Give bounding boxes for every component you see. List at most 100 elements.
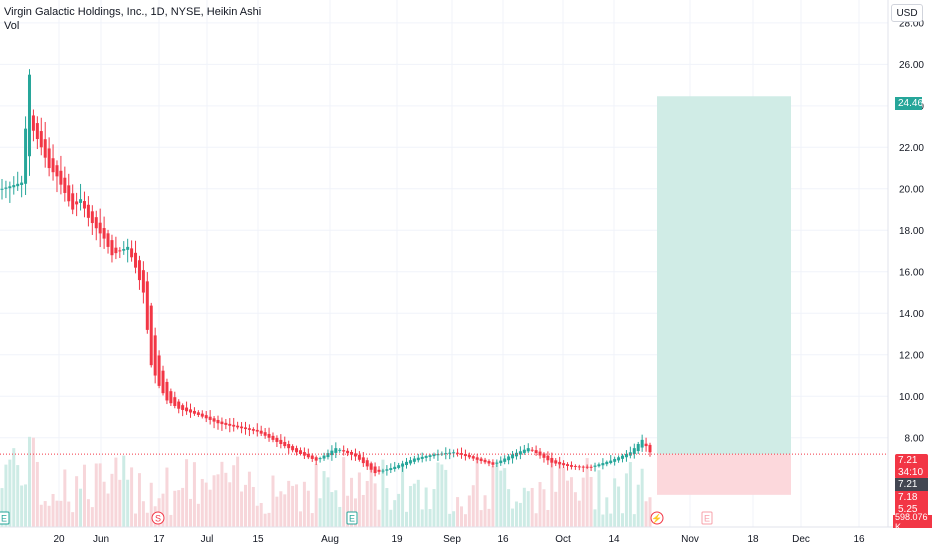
candle-body [204,415,208,419]
event-badge [650,511,664,525]
event-news-icon[interactable]: ⚡ [650,511,664,525]
candle-body [381,470,385,472]
volume-bar [196,503,200,527]
candle-body [12,185,16,188]
candle-body [609,460,613,464]
volume-bar [12,448,16,527]
event-earnings-icon[interactable]: E [0,511,10,525]
volume-bar [314,463,318,527]
candle-body [648,444,652,453]
candle-body [314,457,318,461]
candle-body [39,131,43,148]
volume-bar [27,436,31,527]
volume-bar [585,458,589,527]
y-tick-label: 14.00 [899,309,924,320]
candle-body [522,449,526,453]
volume-bar [287,480,291,527]
volume-bar [291,485,295,527]
volume-bar [436,462,440,527]
event-badge [0,511,10,525]
x-tick-label: 15 [252,534,264,545]
event-markers[interactable]: E S E ⚡ E [0,511,713,525]
time-scale[interactable]: 20 Jun 17 Jul 15 Aug 19 Sep 16 Oct 14 Nov 18 Dec 16 [53,534,865,545]
candle-body [511,454,515,459]
volume-bar [613,478,617,527]
volume-bar [247,471,251,527]
event-earnings-upcoming-icon[interactable]: E [701,511,713,525]
event-earnings-icon[interactable]: E [346,511,358,525]
x-tick-label: Oct [555,534,571,545]
candle-body [271,435,275,440]
candle-body [20,182,24,185]
volume-bar [440,464,444,527]
volume-bar [550,459,554,527]
volume-bar [338,506,342,527]
y-tick-label: 20.00 [899,184,924,195]
candle-body [157,355,161,386]
currency-button[interactable]: USD [891,4,923,22]
volume-bar [589,476,593,527]
volume-bar [43,501,47,527]
candle-body [71,193,75,210]
volume-bar [330,492,334,527]
candle-body [542,453,546,458]
candle-body [432,454,436,457]
candle-body [424,456,428,458]
volume-bar [636,484,640,527]
volume-bar [361,494,365,527]
volume-bar [114,457,118,527]
candle-body [169,391,173,404]
candle-body [279,439,283,445]
volume-bar [31,437,35,527]
volume-bar [306,490,310,527]
candles [0,69,652,477]
candle-body [208,416,212,420]
target-zone[interactable] [657,96,791,455]
candle-body [467,455,471,458]
candle-body [373,466,377,474]
y-tick-label: 10.00 [899,392,924,403]
volume-bar [275,496,279,527]
volume-bar [522,487,526,527]
volume-bar [546,509,550,527]
volume-bar [377,509,381,527]
volume-bar [471,485,475,527]
volume-bar [526,491,530,527]
stop-zone[interactable] [657,454,791,495]
volume-bar [593,509,597,527]
volume-bar [499,470,503,527]
volume-bar [192,462,196,527]
volume-bar [420,509,424,527]
volume-bar [605,497,609,527]
volume-bar [145,512,149,527]
volume-bar [507,489,511,527]
candle-body [4,187,8,189]
event-split-icon[interactable]: S [151,511,165,525]
candle-body [471,456,475,459]
long-position-tool[interactable] [657,96,791,495]
volume-bar [385,488,389,527]
candle-body [181,405,185,410]
candle-body [137,260,141,281]
candle-body [236,425,240,428]
candle-body [263,432,267,436]
last-price-tag: 7.21 [895,454,928,467]
volume-bar [173,490,177,527]
volume-bar [59,500,63,527]
candle-body [255,429,259,432]
volume-bar [573,492,577,527]
price-scale-bg[interactable] [888,0,932,527]
volume-bar [98,463,102,527]
candle-body [63,177,67,193]
candle-body [350,451,354,455]
volume-bar [628,462,632,527]
candle-body [499,460,503,464]
volume-bar [130,467,134,527]
candle-body [534,450,538,453]
candle-body [149,305,153,366]
volume-bar [357,472,361,527]
y-tick-label: 16.00 [899,267,924,278]
volume-bar [562,467,566,527]
event-symbol: E [1,514,7,524]
